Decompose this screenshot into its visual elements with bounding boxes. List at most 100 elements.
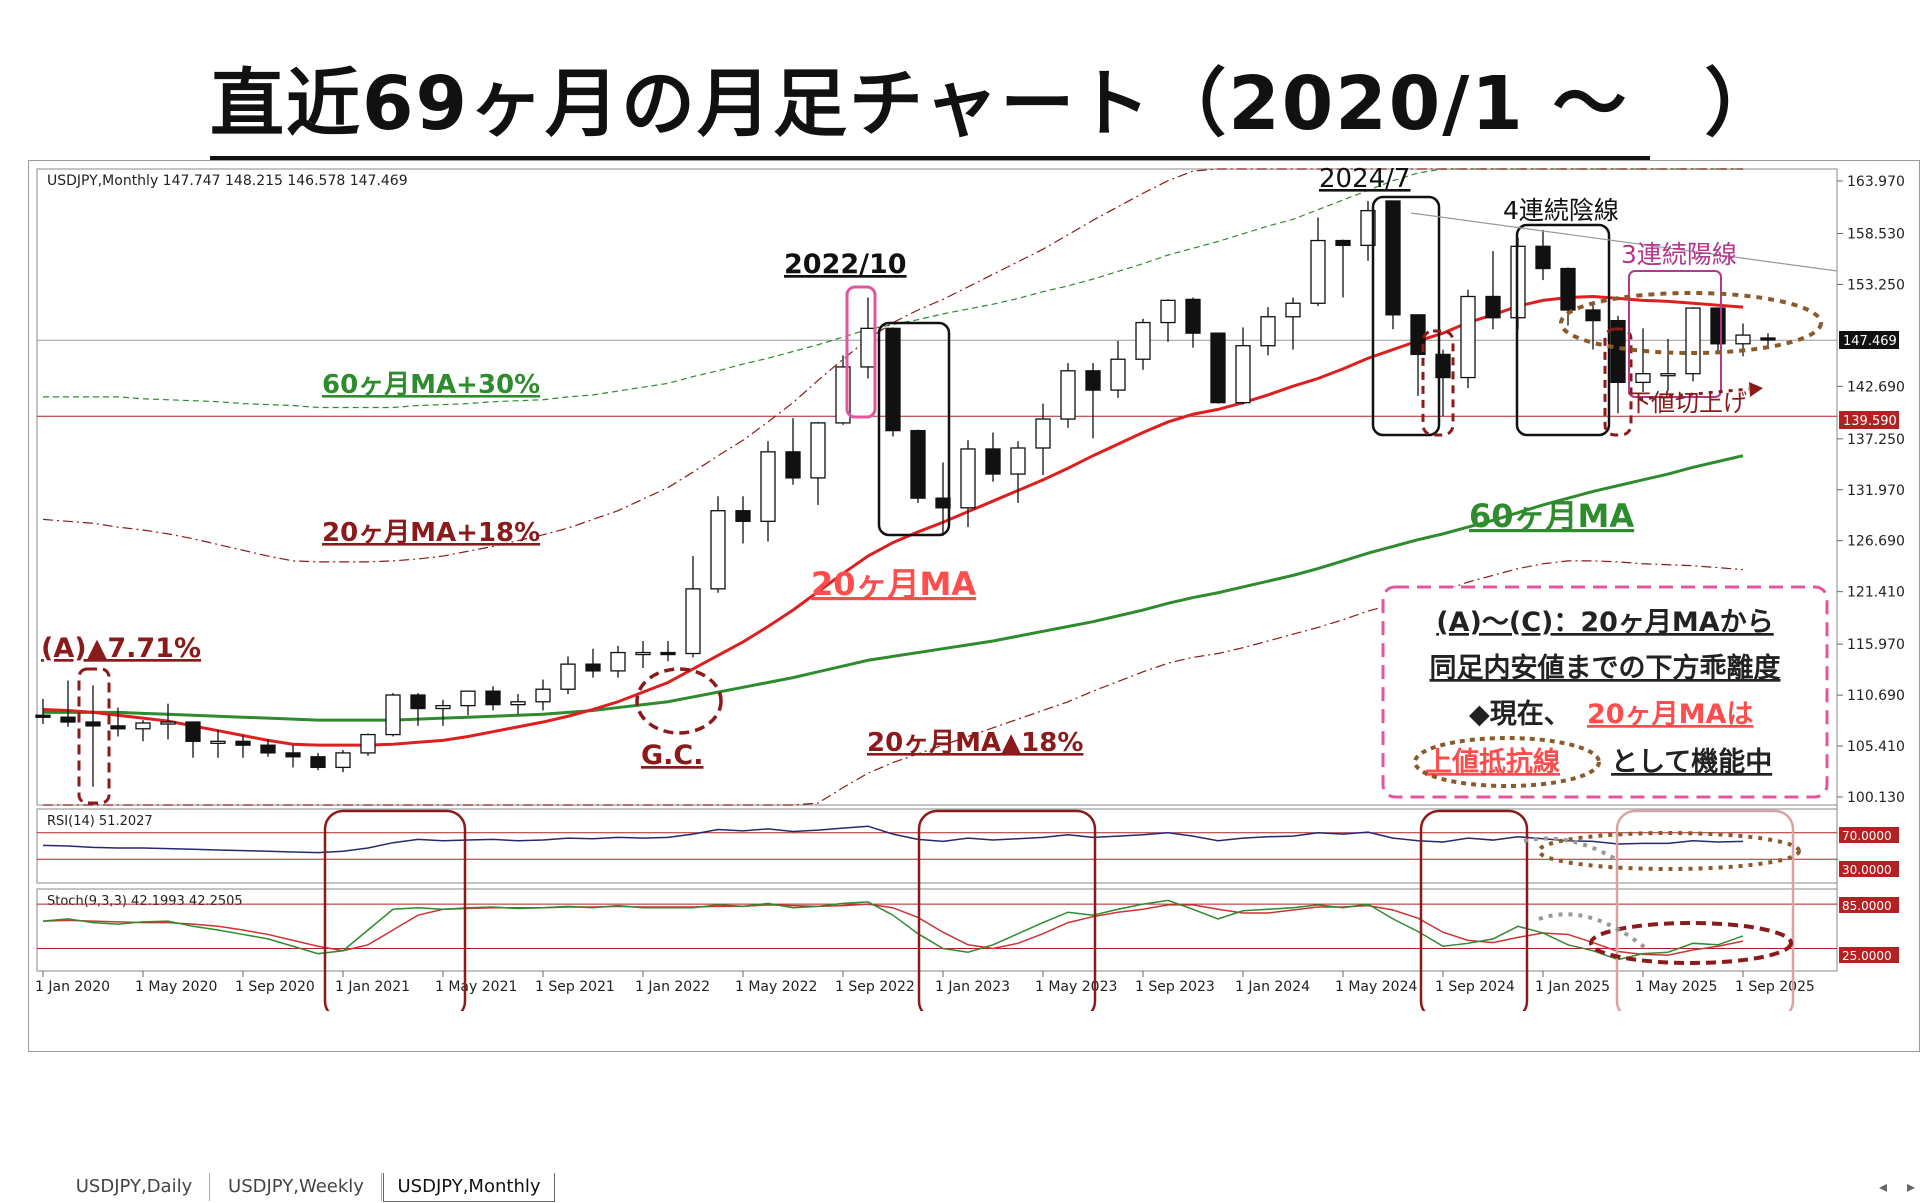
candle[interactable] bbox=[660, 640, 676, 662]
candle[interactable] bbox=[1685, 307, 1701, 382]
candle[interactable] bbox=[785, 418, 801, 485]
candle[interactable] bbox=[110, 707, 126, 737]
note-line-4b: として機能中 bbox=[1611, 746, 1772, 778]
candle[interactable] bbox=[1210, 332, 1226, 404]
candle[interactable] bbox=[1485, 251, 1501, 330]
candle-body-bull bbox=[1685, 307, 1701, 375]
candle[interactable] bbox=[560, 656, 576, 695]
candle[interactable] bbox=[1185, 297, 1201, 348]
candle[interactable] bbox=[885, 327, 901, 437]
note-line-2: 同足内安値までの下方乖離度 bbox=[1430, 652, 1781, 684]
candle[interactable] bbox=[1310, 217, 1326, 307]
candle[interactable] bbox=[35, 698, 51, 724]
tab-scroll-right-icon[interactable]: ▸ bbox=[1907, 1177, 1916, 1196]
candle-body-bull bbox=[810, 422, 826, 479]
rsi-label: RSI(14) 51.2027 bbox=[47, 814, 153, 829]
tab-usdjpy-weekly[interactable]: USDJPY,Weekly bbox=[211, 1173, 382, 1201]
candle[interactable] bbox=[635, 640, 651, 668]
candle-body-bear bbox=[910, 429, 926, 499]
time-tick-label: 1 May 2025 bbox=[1635, 979, 1717, 995]
candle[interactable] bbox=[610, 645, 626, 678]
time-tick-label: 1 May 2021 bbox=[435, 979, 517, 995]
candle-body-bear bbox=[1710, 307, 1726, 345]
candle[interactable] bbox=[1535, 229, 1551, 281]
time-tick-label: 1 Jan 2022 bbox=[635, 979, 710, 995]
candle[interactable] bbox=[135, 720, 151, 742]
three-bull-label: 3連続陽線 bbox=[1621, 240, 1737, 269]
candle-body-bear bbox=[310, 756, 326, 769]
candle[interactable] bbox=[185, 721, 201, 758]
time-tick-label: 1 May 2024 bbox=[1335, 979, 1417, 995]
candle-body-bull bbox=[1010, 447, 1026, 475]
candle-body-bull bbox=[1635, 373, 1651, 384]
candle[interactable] bbox=[1610, 315, 1626, 414]
stoch-panel[interactable] bbox=[36, 888, 1838, 972]
candle[interactable] bbox=[1710, 307, 1726, 355]
price-tick-label: 153.250 bbox=[1847, 277, 1905, 293]
candle[interactable] bbox=[310, 752, 326, 771]
candle[interactable] bbox=[235, 735, 251, 758]
candle[interactable] bbox=[685, 556, 701, 658]
candle-body-bull bbox=[1235, 345, 1251, 404]
ma60-label: 60ヶ月MA bbox=[1469, 497, 1634, 535]
tab-usdjpy-daily[interactable]: USDJPY,Daily bbox=[59, 1173, 210, 1201]
candle[interactable] bbox=[535, 679, 551, 711]
rsi-panel[interactable] bbox=[36, 808, 1838, 884]
candle[interactable] bbox=[1235, 327, 1251, 405]
price-tick-label: 158.530 bbox=[1847, 226, 1905, 242]
candle[interactable] bbox=[1135, 318, 1151, 370]
candle[interactable] bbox=[1560, 267, 1576, 326]
candle[interactable] bbox=[1160, 299, 1176, 342]
price-tick-label: 163.970 bbox=[1847, 174, 1905, 190]
candle[interactable] bbox=[510, 694, 526, 715]
ma20-minus18-label: 20ヶ月MA▲18% bbox=[867, 728, 1083, 758]
note-line-3b: 20ヶ月MAは bbox=[1587, 699, 1753, 730]
candle[interactable] bbox=[960, 440, 976, 528]
candle[interactable] bbox=[1360, 200, 1376, 261]
candle[interactable] bbox=[1460, 289, 1476, 389]
candle[interactable] bbox=[1260, 307, 1276, 356]
candle[interactable] bbox=[410, 693, 426, 726]
chart-window[interactable]: USDJPY,Monthly 147.747 148.215 146.578 1… bbox=[28, 160, 1920, 1202]
candle[interactable] bbox=[1110, 340, 1126, 398]
candle[interactable] bbox=[1660, 338, 1676, 392]
candle[interactable] bbox=[1060, 363, 1076, 428]
candle[interactable] bbox=[285, 745, 301, 768]
candle[interactable] bbox=[385, 693, 401, 737]
price-tick-label: 126.690 bbox=[1847, 534, 1905, 550]
candle[interactable] bbox=[860, 297, 876, 379]
candle[interactable] bbox=[1035, 403, 1051, 476]
candle[interactable] bbox=[160, 703, 176, 740]
candle[interactable] bbox=[735, 496, 751, 544]
chart-canvas[interactable]: USDJPY,Monthly 147.747 148.215 146.578 1… bbox=[29, 161, 1919, 1021]
candle[interactable] bbox=[1585, 303, 1601, 350]
stoch-signal-line bbox=[42, 903, 1744, 956]
candle[interactable] bbox=[260, 739, 276, 757]
candle[interactable] bbox=[1635, 328, 1651, 393]
candle-body-bear bbox=[1385, 200, 1401, 316]
candle[interactable] bbox=[1085, 363, 1101, 439]
candle[interactable] bbox=[1335, 239, 1351, 298]
stoch-25-label: 25.0000 bbox=[1842, 949, 1892, 963]
candle[interactable] bbox=[60, 680, 76, 727]
candle[interactable] bbox=[1285, 297, 1301, 350]
candle[interactable] bbox=[910, 429, 926, 503]
candle[interactable] bbox=[1385, 200, 1401, 330]
candle[interactable] bbox=[1410, 314, 1426, 396]
candle[interactable] bbox=[85, 685, 101, 787]
candle[interactable] bbox=[485, 686, 501, 711]
candle[interactable] bbox=[435, 699, 451, 726]
tab-usdjpy-monthly[interactable]: USDJPY,Monthly bbox=[383, 1173, 555, 1202]
candle[interactable] bbox=[335, 750, 351, 773]
candle[interactable] bbox=[810, 421, 826, 505]
candle[interactable] bbox=[710, 496, 726, 593]
candle[interactable] bbox=[1010, 441, 1026, 503]
candle[interactable] bbox=[210, 729, 226, 758]
candle[interactable] bbox=[360, 733, 376, 756]
tab-scroll-left-icon[interactable]: ◂ bbox=[1879, 1177, 1888, 1196]
page-title: 直近69ヶ月の月足チャート（2020/1 〜 ） bbox=[210, 56, 1778, 162]
candle[interactable] bbox=[760, 441, 776, 542]
candle[interactable] bbox=[585, 648, 601, 678]
candle[interactable] bbox=[460, 690, 476, 716]
candle[interactable] bbox=[985, 432, 1001, 482]
